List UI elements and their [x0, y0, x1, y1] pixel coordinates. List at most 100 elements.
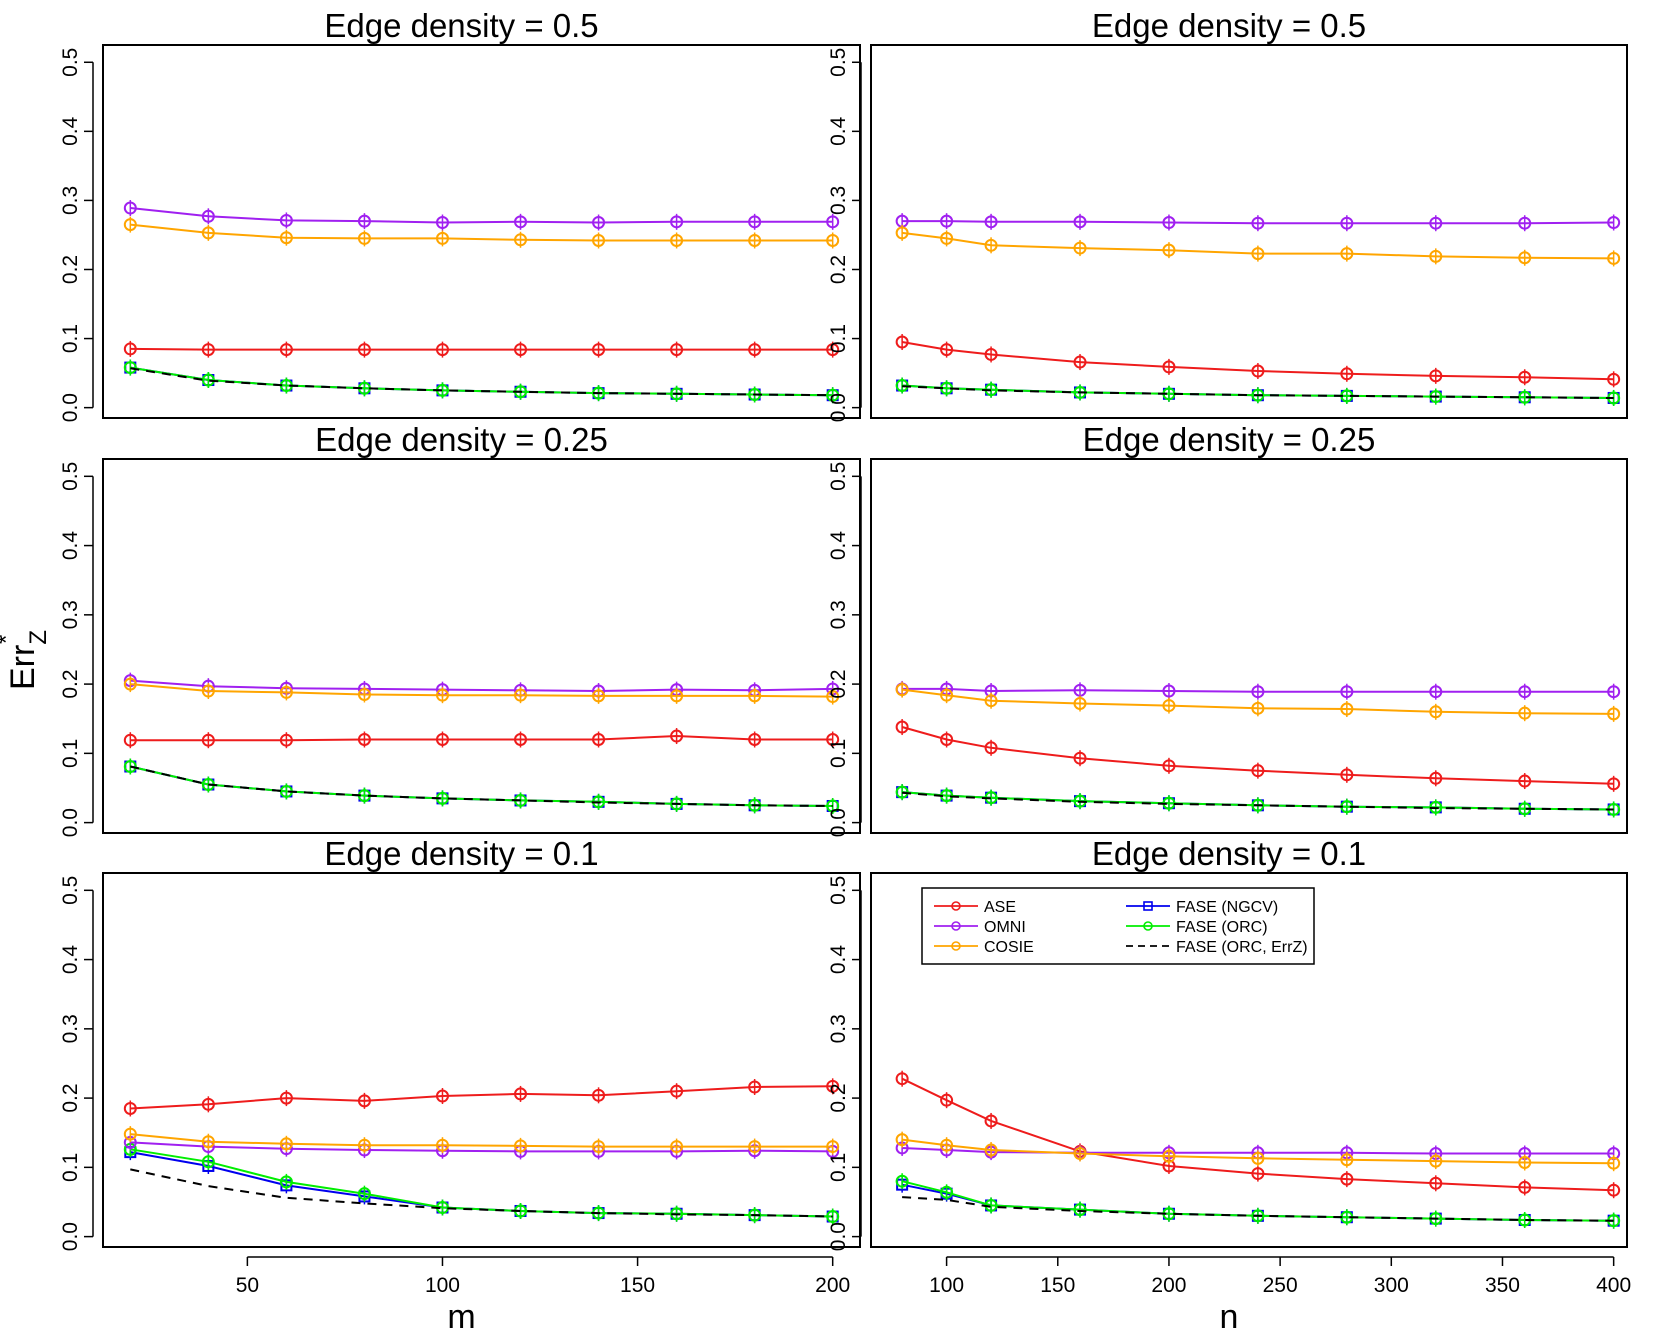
legend-item-ase: ASE [934, 899, 1016, 916]
legend-swatch-marker [1143, 901, 1153, 911]
plot-frame [870, 458, 1628, 834]
y-tick-label: 0.3 [59, 186, 82, 215]
legend: ASE OMNI COSIE FASE (NGCV) FASE (ORC) FASE (O… [921, 887, 1315, 965]
legend-label: ASE [984, 899, 1016, 916]
x-axis-title: n [1220, 1298, 1239, 1332]
panel-title: Edge density = 0.1 [1092, 835, 1366, 872]
y-tick-label: 0.4 [59, 531, 82, 561]
legend-swatch-marker [951, 941, 961, 951]
y-tick-label: 0.4 [827, 116, 850, 146]
y-tick-label: 0.5 [59, 48, 82, 77]
y-tick-label: 0.3 [827, 600, 850, 629]
chart-panel-2: Edge density = 0.5 0.0 0.1 0.2 0.3 0.4 0.5 [827, 7, 1628, 422]
series-line-omni [130, 1141, 833, 1153]
chart-panel-6: Edge density = 0.1 0.0 0.1 0.2 0.3 0.4 0.5 100 1… [827, 835, 1631, 1332]
series-line-fase-orc-errz [902, 1196, 1614, 1222]
y-tick-label: 0.1 [59, 1153, 82, 1182]
legend-box [921, 887, 1315, 965]
x-tick-label: 300 [1374, 1274, 1409, 1297]
legend-swatch-marker [1143, 921, 1153, 931]
x-tick-label: 50 [236, 1274, 259, 1297]
panel-title: Edge density = 0.25 [315, 421, 608, 458]
series-line-fase-orc-errz [130, 1168, 833, 1218]
legend-label: FASE (ORC, ErrZ) [1176, 939, 1308, 956]
legend-swatch-marker [951, 921, 961, 931]
x-tick-label: 200 [815, 1274, 850, 1297]
y-tick-label: 0.5 [827, 462, 850, 491]
series-line-cosie [901, 1138, 1614, 1165]
y-tick-label: 0.0 [827, 1222, 850, 1251]
plot-frame [870, 872, 1628, 1248]
plot-frame [870, 44, 1628, 419]
series-line-fase-orc-errz [902, 791, 1614, 811]
series-group [895, 213, 1621, 406]
x-tick-label: 150 [1040, 1274, 1075, 1297]
series-line-omni [130, 679, 833, 693]
x-tick-label: 100 [425, 1274, 460, 1297]
series-line-fase-orc-errz [130, 765, 833, 807]
y-tick-label: 0.3 [59, 1014, 82, 1043]
x-tick-label: 200 [1151, 1274, 1186, 1297]
series-line-fase-ngcv [130, 1151, 833, 1218]
legend-label: FASE (NGCV) [1176, 899, 1278, 916]
series-line-cosie [901, 688, 1614, 715]
series-line-cosie [130, 223, 833, 242]
y-tick-label: 0.4 [59, 945, 82, 975]
chart-panel-5: Edge density = 0.1 0.0 0.1 0.2 0.3 0.4 0.5 50 10… [59, 835, 861, 1332]
panel-title: Edge density = 0.5 [1092, 7, 1366, 44]
x-tick-label: 150 [620, 1274, 655, 1297]
legend-item-fase-orc-errz: FASE (ORC, ErrZ) [1126, 939, 1308, 956]
series-line-omni [130, 207, 833, 224]
legend-swatch-marker [951, 901, 961, 911]
plot-frame [102, 872, 861, 1248]
y-tick-label: 0.5 [59, 876, 82, 905]
panel-title: Edge density = 0.5 [324, 7, 598, 44]
series-group [123, 1078, 840, 1225]
x-tick-label: 100 [929, 1274, 964, 1297]
panel-title: Edge density = 0.25 [1083, 421, 1376, 458]
y-tick-label: 0.2 [59, 1083, 82, 1112]
y-tick-label: 0.1 [59, 739, 82, 768]
x-axis-title: m [447, 1298, 475, 1332]
legend-label: OMNI [984, 919, 1026, 936]
y-tick-label: 0.3 [827, 186, 850, 215]
y-tick-label: 0.0 [59, 808, 82, 837]
series-line-cosie [901, 231, 1614, 260]
series-group [895, 1070, 1621, 1229]
plot-frame [102, 458, 861, 834]
y-tick-label: 0.2 [827, 669, 850, 698]
y-tick-label: 0.4 [827, 945, 850, 975]
y-tick-label: 0.1 [59, 324, 82, 353]
y-tick-label: 0.0 [59, 1222, 82, 1251]
x-tick-label: 400 [1596, 1274, 1631, 1297]
series-line-fase-orc-errz [130, 367, 833, 397]
y-tick-label: 0.1 [827, 1153, 850, 1182]
y-tick-label: 0.3 [59, 600, 82, 629]
y-tick-label: 0.2 [59, 669, 82, 698]
chart-panel-4: Edge density = 0.25 0.0 0.1 0.2 0.3 0.4 0.5 [827, 421, 1628, 837]
y-tick-label: 0.2 [59, 255, 82, 284]
y-tick-label: 0.0 [827, 393, 850, 422]
series-line-ase [901, 1077, 1614, 1192]
series-line-ase [130, 1085, 833, 1110]
y-tick-label: 0.5 [827, 48, 850, 77]
chart-panel-1: Edge density = 0.5 0.0 0.1 0.2 0.3 0.4 0.5 [59, 7, 861, 422]
series-line-fase-orc [130, 1148, 833, 1218]
y-tick-label: 0.2 [827, 1083, 850, 1112]
y-tick-label: 0.4 [59, 116, 82, 146]
series-group [123, 672, 840, 814]
legend-label: COSIE [984, 939, 1034, 956]
legend-item-fase-orc: FASE (ORC) [1126, 919, 1268, 936]
series-line-cosie [130, 1133, 833, 1148]
y-tick-label: 0.5 [59, 462, 82, 491]
series-line-ase [130, 347, 833, 351]
y-tick-label: 0.1 [827, 324, 850, 353]
series-line-omni [902, 1147, 1614, 1155]
panels-layer: Edge density = 0.50.00.10.20.30.40.5Edge… [59, 7, 1631, 1332]
x-tick-label: 350 [1485, 1274, 1520, 1297]
series-line-ase [901, 726, 1614, 785]
series-line-ase [901, 341, 1614, 381]
y-tick-label: 0.1 [827, 739, 850, 768]
chart-panel-3: Edge density = 0.25 0.0 0.1 0.2 0.3 0.4 0.5 [59, 421, 861, 837]
